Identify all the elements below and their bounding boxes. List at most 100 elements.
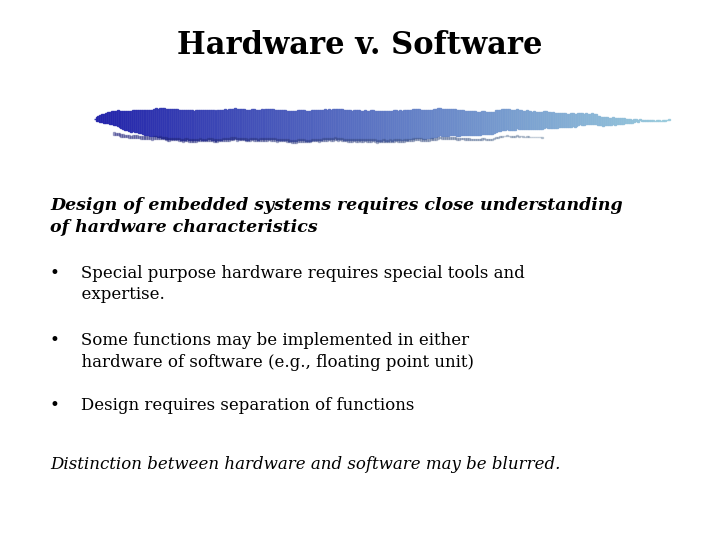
Polygon shape bbox=[557, 113, 558, 127]
Polygon shape bbox=[413, 138, 414, 140]
Polygon shape bbox=[303, 110, 305, 140]
Polygon shape bbox=[654, 120, 656, 122]
Polygon shape bbox=[362, 139, 364, 142]
Text: •    Special purpose hardware requires special tools and
      expertise.: • Special purpose hardware requires spec… bbox=[50, 265, 525, 303]
Polygon shape bbox=[359, 139, 361, 141]
Polygon shape bbox=[537, 112, 539, 129]
Polygon shape bbox=[372, 110, 374, 140]
Polygon shape bbox=[347, 139, 349, 142]
Polygon shape bbox=[397, 111, 399, 140]
Polygon shape bbox=[305, 111, 307, 141]
Polygon shape bbox=[639, 119, 641, 120]
Polygon shape bbox=[125, 111, 126, 130]
Polygon shape bbox=[407, 110, 408, 140]
Polygon shape bbox=[289, 111, 292, 141]
Polygon shape bbox=[491, 112, 493, 134]
Polygon shape bbox=[390, 139, 391, 142]
Polygon shape bbox=[597, 116, 598, 125]
Polygon shape bbox=[107, 112, 109, 123]
Polygon shape bbox=[618, 118, 620, 124]
Polygon shape bbox=[338, 138, 339, 140]
Polygon shape bbox=[499, 110, 500, 131]
Polygon shape bbox=[113, 132, 114, 135]
Polygon shape bbox=[246, 110, 247, 139]
Polygon shape bbox=[482, 138, 483, 139]
Polygon shape bbox=[487, 139, 489, 140]
Polygon shape bbox=[631, 119, 633, 123]
Polygon shape bbox=[197, 139, 199, 141]
Polygon shape bbox=[326, 110, 328, 139]
Polygon shape bbox=[203, 139, 205, 141]
Polygon shape bbox=[269, 138, 270, 140]
Polygon shape bbox=[595, 114, 597, 124]
Polygon shape bbox=[186, 110, 188, 139]
Polygon shape bbox=[105, 113, 107, 123]
Polygon shape bbox=[568, 114, 570, 127]
Polygon shape bbox=[161, 137, 163, 139]
Polygon shape bbox=[364, 139, 366, 141]
Polygon shape bbox=[130, 111, 132, 132]
Polygon shape bbox=[564, 113, 566, 127]
Polygon shape bbox=[199, 110, 201, 139]
Polygon shape bbox=[114, 111, 117, 125]
Polygon shape bbox=[249, 138, 251, 141]
Polygon shape bbox=[374, 139, 376, 142]
Polygon shape bbox=[443, 109, 445, 136]
Polygon shape bbox=[209, 138, 211, 141]
Polygon shape bbox=[172, 138, 174, 140]
Polygon shape bbox=[180, 139, 182, 141]
Polygon shape bbox=[449, 137, 451, 139]
Polygon shape bbox=[330, 138, 332, 141]
Polygon shape bbox=[506, 109, 508, 130]
Polygon shape bbox=[301, 110, 303, 140]
Polygon shape bbox=[266, 110, 269, 139]
Polygon shape bbox=[551, 113, 552, 128]
Polygon shape bbox=[145, 110, 148, 134]
Polygon shape bbox=[307, 111, 309, 141]
Polygon shape bbox=[424, 110, 426, 139]
Polygon shape bbox=[142, 110, 143, 134]
Polygon shape bbox=[649, 120, 650, 121]
Polygon shape bbox=[353, 139, 355, 141]
Polygon shape bbox=[163, 137, 165, 139]
Polygon shape bbox=[166, 138, 168, 141]
Polygon shape bbox=[284, 139, 286, 141]
Polygon shape bbox=[228, 138, 230, 141]
Polygon shape bbox=[336, 109, 338, 139]
Polygon shape bbox=[324, 109, 326, 139]
Polygon shape bbox=[151, 110, 153, 136]
Polygon shape bbox=[497, 110, 499, 131]
Polygon shape bbox=[140, 110, 142, 133]
Polygon shape bbox=[188, 139, 189, 141]
Polygon shape bbox=[286, 139, 287, 142]
Polygon shape bbox=[96, 117, 97, 120]
Polygon shape bbox=[378, 140, 379, 143]
Polygon shape bbox=[361, 139, 362, 142]
Polygon shape bbox=[620, 118, 621, 124]
Polygon shape bbox=[466, 138, 468, 140]
Polygon shape bbox=[503, 109, 505, 130]
Polygon shape bbox=[500, 109, 503, 130]
Polygon shape bbox=[149, 137, 151, 139]
Polygon shape bbox=[309, 111, 310, 141]
Polygon shape bbox=[546, 112, 549, 128]
Polygon shape bbox=[258, 110, 261, 139]
Polygon shape bbox=[343, 110, 345, 140]
Polygon shape bbox=[356, 139, 359, 142]
Polygon shape bbox=[410, 139, 413, 141]
Polygon shape bbox=[119, 111, 120, 127]
Polygon shape bbox=[349, 139, 351, 141]
Polygon shape bbox=[192, 139, 194, 142]
Polygon shape bbox=[376, 140, 378, 143]
Polygon shape bbox=[333, 137, 336, 140]
Polygon shape bbox=[482, 111, 483, 134]
Polygon shape bbox=[518, 110, 520, 129]
Polygon shape bbox=[529, 111, 531, 129]
Polygon shape bbox=[587, 114, 589, 125]
Polygon shape bbox=[405, 110, 407, 139]
Polygon shape bbox=[276, 139, 278, 141]
Polygon shape bbox=[476, 139, 477, 140]
Polygon shape bbox=[393, 110, 395, 140]
Polygon shape bbox=[508, 110, 510, 130]
Polygon shape bbox=[211, 110, 212, 139]
